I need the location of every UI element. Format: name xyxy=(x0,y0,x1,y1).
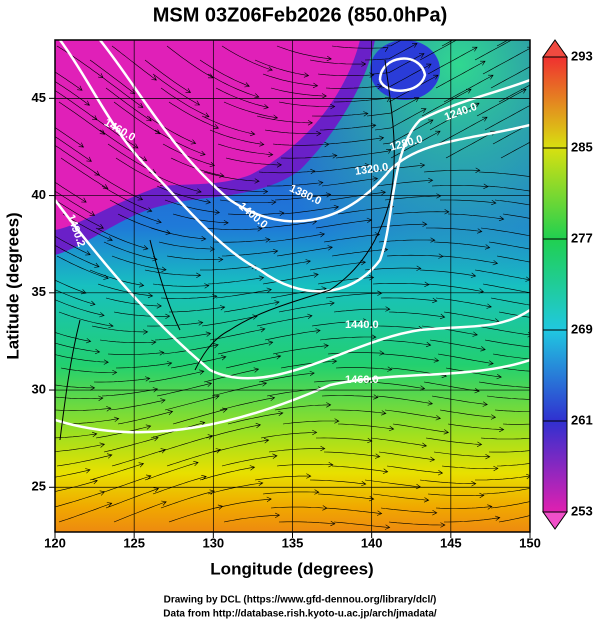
credit: Drawing by DCL (https://www.gfd-dennou.o… xyxy=(164,595,437,606)
field xyxy=(55,40,530,532)
colorbar-tick-label: 253 xyxy=(571,503,593,518)
colorbar-extend-top xyxy=(542,39,568,58)
colorbar-extend-bottom xyxy=(542,511,568,530)
y-tick-label: 35 xyxy=(32,284,46,299)
colorbar-tick-label: 277 xyxy=(571,230,593,245)
title: MSM 03Z06Feb2026 (850.0hPa) xyxy=(153,4,448,26)
x-tick-label: 120 xyxy=(44,535,66,550)
x-tick-label: 150 xyxy=(519,535,541,550)
x-tick-label: 140 xyxy=(361,535,383,550)
x-axis-label: Longitude (degrees) xyxy=(210,559,373,578)
y-tick-label: 30 xyxy=(32,381,46,396)
colorbar-tick-label: 285 xyxy=(571,139,593,154)
colorbar-tick-label: 261 xyxy=(571,412,593,427)
y-tick-label: 40 xyxy=(32,187,46,202)
contour-label: 1320.0 xyxy=(354,161,389,178)
x-tick-label: 135 xyxy=(282,535,304,550)
x-tick-label: 130 xyxy=(202,535,224,550)
y-tick-label: 45 xyxy=(32,90,46,105)
x-tick-label: 125 xyxy=(123,535,145,550)
contour-label: 1460.0 xyxy=(345,374,379,386)
grid xyxy=(54,40,531,532)
credit: Data from http://database.rish.kyoto-u.a… xyxy=(163,609,437,620)
colorbar xyxy=(542,56,568,513)
colorbar-tick-label: 293 xyxy=(571,48,593,63)
y-axis-label: Latitude (degrees) xyxy=(3,212,22,359)
x-tick-label: 145 xyxy=(440,535,462,550)
colorbar-tick-label: 269 xyxy=(571,321,593,336)
contour-label: 1440.0 xyxy=(345,319,379,331)
y-tick-label: 25 xyxy=(32,479,46,494)
